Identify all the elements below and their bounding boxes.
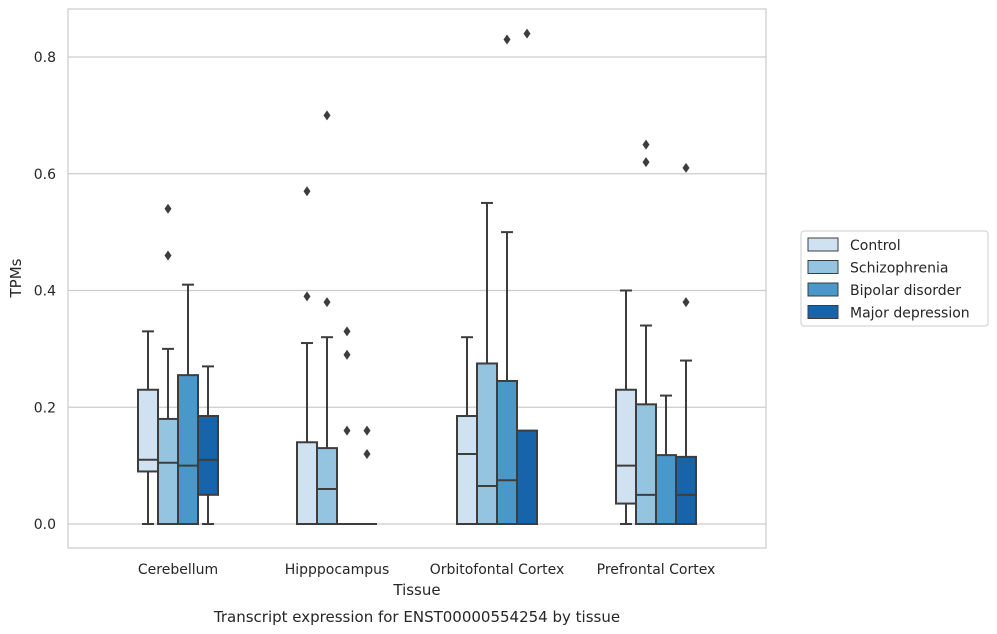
box-body	[157, 417, 179, 525]
outlier-point	[164, 250, 172, 261]
y-axis-title: TPMs	[7, 258, 25, 298]
boxes	[137, 28, 697, 526]
y-tick-label: 0.2	[34, 400, 56, 416]
box-group	[137, 330, 159, 525]
outlier-point	[523, 28, 531, 39]
box-group	[675, 162, 697, 525]
x-category-label: Cerebellum	[138, 562, 218, 578]
y-tick-labels: 0.0 0.2 0.4 0.6 0.8	[34, 50, 56, 533]
y-tick-label: 0.4	[34, 284, 56, 300]
outlier-point	[363, 425, 371, 436]
legend-swatch	[807, 282, 839, 297]
y-tick-label: 0.0	[34, 517, 56, 533]
outlier-point	[682, 297, 690, 308]
y-tick-label: 0.6	[34, 167, 56, 183]
legend-label: Major depression	[850, 306, 970, 322]
box-body	[615, 388, 637, 505]
outlier-point	[682, 162, 690, 173]
x-category-label: Hipppocampus	[285, 562, 390, 578]
box-group	[615, 289, 637, 525]
x-category-label: Orbitofontal Cortex	[430, 562, 565, 578]
box-body	[296, 441, 318, 525]
outlier-point	[363, 448, 371, 459]
legend-label: Control	[850, 238, 901, 254]
box-group	[337, 326, 357, 525]
outlier-point	[503, 34, 511, 45]
outlier-point	[642, 139, 650, 150]
legend: Control Schizophrenia Bipolar disorder Majo…	[800, 230, 989, 327]
box-group	[476, 201, 498, 525]
legend-swatch	[807, 260, 839, 274]
legend-frame	[800, 230, 989, 327]
box-group	[157, 203, 179, 525]
legend-swatch	[807, 305, 839, 319]
box-group	[316, 110, 338, 525]
box-group	[516, 28, 538, 526]
plot-area-frame	[67, 8, 767, 549]
x-category-labels: Cerebellum Hipppocampus Orbitofontal Corte…	[138, 562, 715, 578]
outlier-point	[343, 425, 351, 436]
box-group	[197, 365, 219, 525]
box-body	[456, 415, 478, 526]
box-body	[516, 429, 538, 526]
box-group	[456, 336, 478, 526]
box-group	[177, 283, 199, 525]
box-group	[635, 139, 657, 525]
outlier-point	[343, 349, 351, 360]
box-body	[655, 454, 677, 525]
outlier-point	[303, 291, 311, 302]
legend-label: Bipolar disorder	[850, 283, 961, 299]
chart-caption: Transcript expression for ENST0000055425…	[213, 608, 620, 626]
outlier-point	[164, 203, 172, 214]
box-group	[496, 34, 518, 526]
box-body	[635, 403, 657, 525]
legend-label: Schizophrenia	[850, 261, 948, 277]
box-group	[296, 186, 318, 525]
outlier-point	[323, 297, 331, 308]
outlier-point	[343, 326, 351, 337]
legend-items: Control Schizophrenia Bipolar disorder Majo…	[807, 237, 970, 322]
box-body	[177, 374, 199, 525]
box-group	[357, 425, 377, 525]
outlier-point	[642, 157, 650, 168]
box-group	[655, 394, 677, 525]
x-axis-title: Tissue	[392, 581, 440, 599]
box-body	[675, 455, 697, 525]
outlier-point	[303, 186, 311, 197]
box-body	[496, 379, 518, 526]
outlier-point	[323, 110, 331, 121]
x-category-label: Prefrontal Cortex	[597, 562, 716, 578]
box-body	[476, 362, 498, 525]
box-body	[316, 447, 338, 525]
box-body	[197, 415, 219, 496]
legend-swatch	[807, 237, 839, 252]
y-tick-label: 0.8	[34, 50, 56, 66]
